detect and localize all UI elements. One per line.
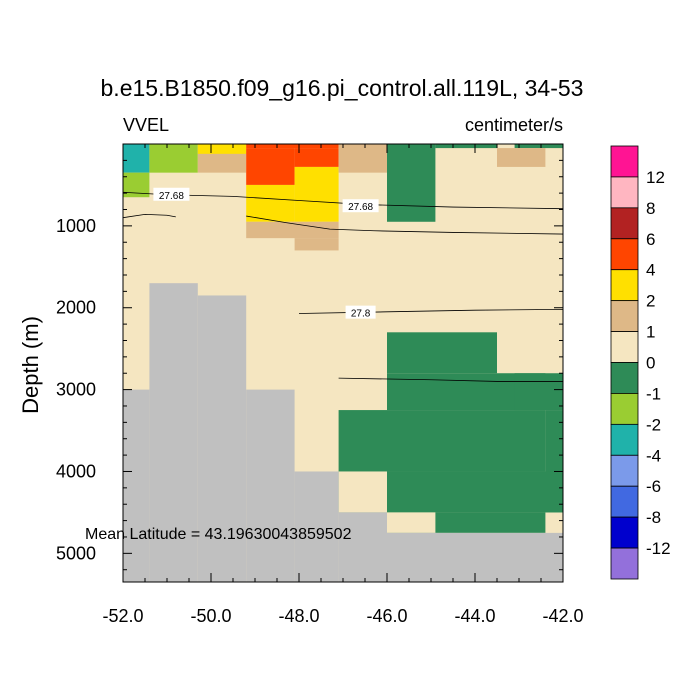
colorbar-label-4: 2 <box>646 292 655 311</box>
chart-title: b.e15.B1850.f09_g16.pi_control.all.119L,… <box>101 75 584 101</box>
colorbar-swatch-5 <box>610 300 639 332</box>
colorbar-swatch-1 <box>610 176 639 209</box>
colorbar-label-1: 8 <box>646 199 655 218</box>
data-cell-3 <box>149 144 198 173</box>
colorbar-label-9: -4 <box>646 446 661 465</box>
data-cell-13 <box>294 238 339 251</box>
colorbar-swatch-11 <box>610 485 639 518</box>
colorbar-label-10: -6 <box>646 477 661 496</box>
colorbar-label-5: 1 <box>646 323 655 342</box>
colorbar-swatch-4 <box>610 269 639 302</box>
colorbar-swatch-0 <box>610 145 639 178</box>
colorbar: 12 8 6 4 2 1 0 -1 -2 -4 -6 -8 -12 <box>610 145 671 580</box>
contour-line-4 <box>338 377 563 382</box>
data-cell-27 <box>387 512 436 533</box>
colorbar-swatch-3 <box>610 238 639 271</box>
variable-label: VVEL <box>123 115 169 135</box>
colorbar-swatch-10 <box>610 454 639 487</box>
data-cell-14 <box>338 144 387 173</box>
colorbar-label-6: 0 <box>646 354 655 373</box>
colorbar-swatch-9 <box>610 423 639 456</box>
contour-label-bg-0 <box>153 187 190 201</box>
x-tick-label-3: -46.0 <box>366 606 407 626</box>
data-cell-12 <box>246 221 339 239</box>
units-label: centimeter/s <box>465 115 563 135</box>
land-mask-1 <box>149 283 198 582</box>
data-cell-7 <box>246 144 339 149</box>
y-axis-label: Depth (m) <box>18 316 43 414</box>
y-tick-label-1: 2000 <box>56 298 96 318</box>
colorbar-label-0: 12 <box>646 168 665 187</box>
colorbar-label-2: 6 <box>646 230 655 249</box>
contour-line-1 <box>246 215 564 235</box>
data-cell-1 <box>123 144 150 173</box>
contour-label-bg-3 <box>345 305 376 319</box>
x-tick-label-2: -48.0 <box>278 606 319 626</box>
y-tick-label-4: 5000 <box>56 543 96 563</box>
data-cell-17 <box>435 144 497 149</box>
x-tick-label-4: -44.0 <box>454 606 495 626</box>
data-cell-19 <box>387 332 497 374</box>
colorbar-swatch-2 <box>610 207 639 240</box>
contour-label-0: 27.68 <box>159 191 184 202</box>
mean-latitude-annotation: Mean Latitude = 43.19630043859502 <box>85 526 352 543</box>
data-cell-21 <box>338 410 546 472</box>
colorbar-swatch-13 <box>610 547 639 580</box>
land-mask-5 <box>338 512 387 582</box>
colorbar-swatch-8 <box>610 393 639 425</box>
data-cell-6 <box>197 144 247 154</box>
colorbar-label-7: -1 <box>646 384 661 403</box>
data-cell-15 <box>387 144 436 222</box>
data-cell-8 <box>246 148 295 185</box>
contour-label-3: 27.8 <box>351 309 371 320</box>
y-tick-label-3: 4000 <box>56 461 96 481</box>
data-cell-5 <box>197 152 247 173</box>
data-cell-22 <box>514 373 563 411</box>
data-cell-18 <box>497 148 546 167</box>
colorbar-label-3: 4 <box>646 261 655 280</box>
colorbar-label-8: -2 <box>646 415 661 434</box>
data-cell-11 <box>246 184 295 222</box>
x-tick-label-1: -50.0 <box>190 606 231 626</box>
data-cell-10 <box>294 166 339 222</box>
data-cell-9 <box>294 148 339 167</box>
contour-line-3 <box>298 308 564 314</box>
contour-line-2 <box>122 214 176 219</box>
contour-label-bg-1 <box>342 199 379 213</box>
data-cell-16 <box>514 144 563 149</box>
contour-label-1: 27.68 <box>348 202 373 213</box>
plot-area: 27.68 27.68 27.8 <box>122 144 564 582</box>
land-mask-3 <box>246 389 295 582</box>
colorbar-swatch-7 <box>610 362 639 394</box>
y-tick-label-0: 1000 <box>56 216 96 236</box>
land-mask-4 <box>294 471 339 582</box>
colorbar-swatch-12 <box>610 516 639 549</box>
colorbar-swatch-6 <box>610 331 639 363</box>
colorbar-label-12: -12 <box>646 539 671 558</box>
x-tick-label-0: -52.0 <box>102 606 143 626</box>
colorbar-label-11: -8 <box>646 508 661 527</box>
y-tick-label-2: 3000 <box>56 380 96 400</box>
land-mask-0 <box>123 389 150 582</box>
land-mask-2 <box>197 295 247 582</box>
data-cell-25 <box>338 471 387 513</box>
axes: -52.0 -50.0 -48.0 -46.0 -44.0 -42.0 1000 2000 30… <box>56 143 584 626</box>
x-tick-label-5: -42.0 <box>542 606 583 626</box>
